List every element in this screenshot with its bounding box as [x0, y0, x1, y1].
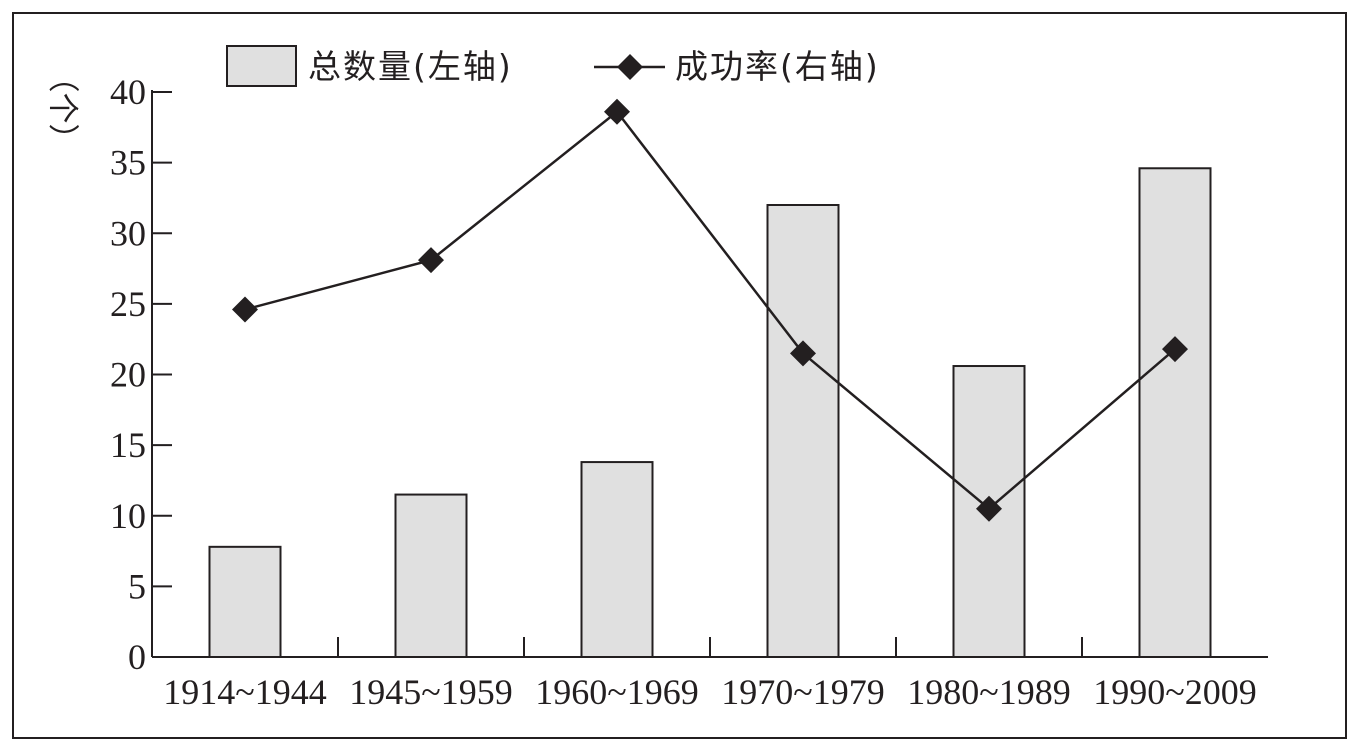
bar — [1138, 167, 1212, 658]
x-tick-label: 1990~2009 — [1093, 672, 1256, 712]
diamond-marker — [604, 98, 630, 125]
bar-series — [208, 167, 1212, 659]
y-tick-label: 10 — [110, 496, 146, 536]
bar — [580, 461, 654, 659]
x-tick-label: 1970~1979 — [721, 672, 884, 712]
y-tick-label: 35 — [110, 143, 146, 183]
x-tick-label: 1914~1944 — [163, 672, 326, 712]
y-tick-label: 40 — [110, 72, 146, 112]
diamond-marker — [790, 340, 816, 367]
legend-bar-label: 总数量(左轴) — [308, 47, 513, 86]
x-axis-labels: 1914~1944 1945~1959 1960~1969 1970~1979 1980… — [163, 672, 1256, 712]
bar — [394, 493, 468, 658]
x-tick-label: 1960~1969 — [535, 672, 698, 712]
legend-diamond-marker — [617, 54, 643, 80]
legend-bar-swatch — [226, 45, 297, 87]
series-line — [244, 110, 1176, 511]
y-tick-label: 0 — [128, 637, 146, 677]
bar — [766, 204, 840, 658]
legend: 总数量(左轴) 成功率(右轴) — [226, 45, 880, 87]
y-tick-label: 25 — [110, 284, 146, 324]
diamond-marker — [232, 296, 258, 323]
y-tick-label: 15 — [110, 425, 146, 465]
diamond-marker — [976, 495, 1002, 522]
axes: 0 5 10 15 20 25 30 35 40 — [110, 72, 1268, 677]
y-axis-unit-label: （个） — [44, 62, 80, 155]
bar — [208, 545, 282, 659]
x-tick-label: 1945~1959 — [349, 672, 512, 712]
x-tick-label: 1980~1989 — [907, 672, 1070, 712]
legend-line-label: 成功率(右轴) — [675, 47, 880, 86]
y-tick-label: 20 — [110, 355, 146, 395]
diamond-marker — [1162, 336, 1188, 363]
y-tick-label: 30 — [110, 213, 146, 253]
diamond-marker — [418, 247, 444, 274]
y-tick-label: 5 — [128, 566, 146, 606]
line-series — [232, 98, 1188, 522]
